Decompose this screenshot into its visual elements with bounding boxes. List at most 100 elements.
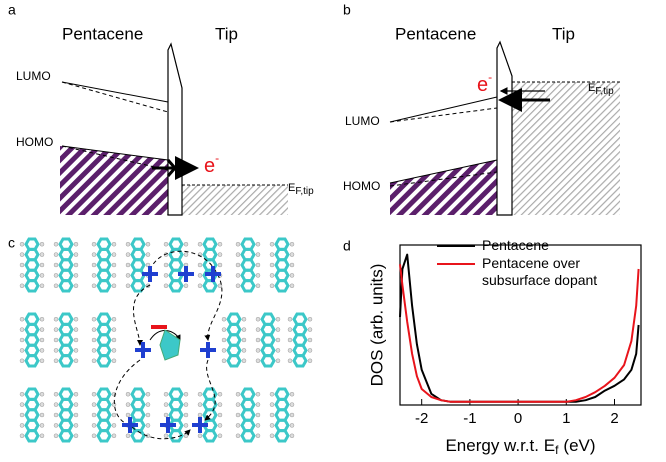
h-atom — [126, 392, 130, 396]
ring — [242, 420, 254, 430]
ring — [98, 335, 110, 345]
h-atom — [270, 263, 274, 267]
h-atom — [74, 273, 78, 277]
ring — [60, 260, 72, 270]
h-atom — [74, 413, 78, 417]
ring — [170, 260, 182, 270]
molecule — [126, 239, 150, 291]
h-atom — [198, 403, 202, 407]
level-label: HOMO — [343, 179, 380, 193]
h-atom — [112, 284, 116, 288]
h-atom — [308, 328, 312, 332]
h-atom — [40, 423, 44, 427]
tip-band — [512, 82, 620, 215]
h-atom — [308, 338, 312, 342]
h-atom — [290, 403, 294, 407]
lumo-line — [390, 97, 497, 122]
h-atom — [164, 242, 168, 246]
h-atom — [242, 359, 246, 363]
h-atom — [74, 359, 78, 363]
h-atom — [40, 413, 44, 417]
ring — [170, 389, 182, 399]
panel-b: b Pentacene Tip LUMO HOMO e- EF,tip — [343, 2, 620, 215]
h-atom — [112, 253, 116, 257]
plus-charge — [200, 342, 216, 358]
h-atom — [112, 338, 116, 342]
ring — [60, 281, 72, 291]
h-atom — [184, 434, 188, 438]
ring — [26, 335, 38, 345]
ring — [98, 399, 110, 409]
ring — [98, 239, 110, 249]
h-atom — [92, 328, 96, 332]
h-atom — [20, 328, 24, 332]
region-label: Tip — [552, 24, 575, 43]
ring — [98, 420, 110, 430]
ring — [60, 239, 72, 249]
ring — [26, 260, 38, 270]
level-label: LUMO — [345, 114, 380, 128]
molecule — [20, 314, 44, 366]
h-atom — [20, 423, 24, 427]
x-axis-label: Energy w.r.t. Ef(eV) — [445, 436, 595, 457]
ring — [60, 345, 72, 355]
ring — [170, 399, 182, 409]
molecule — [126, 389, 150, 441]
h-atom — [164, 392, 168, 396]
homo-band — [390, 160, 497, 215]
h-atom — [126, 263, 130, 267]
ring — [276, 239, 288, 249]
h-atom — [92, 317, 96, 321]
h-atom — [270, 434, 274, 438]
h-atom — [126, 242, 130, 246]
h-atom — [112, 423, 116, 427]
h-atom — [112, 434, 116, 438]
h-atom — [256, 317, 260, 321]
ring — [60, 270, 72, 280]
h-atom — [308, 317, 312, 321]
h-atom — [270, 403, 274, 407]
molecule — [54, 389, 78, 441]
ring — [26, 389, 38, 399]
h-atom — [20, 242, 24, 246]
electron: e- — [204, 151, 219, 177]
h-atom — [20, 392, 24, 396]
h-atom — [308, 359, 312, 363]
molecule — [92, 314, 116, 366]
h-atom — [198, 242, 202, 246]
h-atom — [256, 434, 260, 438]
h-atom — [236, 284, 240, 288]
h-atom — [92, 253, 96, 257]
ring — [242, 410, 254, 420]
ring — [228, 356, 240, 366]
ring — [276, 270, 288, 280]
panel-label: a — [8, 2, 16, 18]
h-atom — [256, 242, 260, 246]
h-atom — [242, 328, 246, 332]
h-atom — [218, 413, 222, 417]
h-atom — [92, 273, 96, 277]
h-atom — [40, 348, 44, 352]
h-atom — [92, 242, 96, 246]
ring — [276, 249, 288, 259]
h-atom — [112, 348, 116, 352]
h-atom — [92, 359, 96, 363]
ring — [276, 399, 288, 409]
h-atom — [74, 253, 78, 257]
ring — [60, 356, 72, 366]
ring — [98, 249, 110, 259]
ring — [60, 389, 72, 399]
h-atom — [40, 434, 44, 438]
h-atom — [236, 423, 240, 427]
h-atom — [74, 317, 78, 321]
region-label: Pentacene — [62, 24, 143, 43]
h-atom — [290, 263, 294, 267]
h-atom — [54, 317, 58, 321]
h-atom — [256, 392, 260, 396]
ring — [98, 281, 110, 291]
h-atom — [20, 348, 24, 352]
h-atom — [184, 284, 188, 288]
h-atom — [126, 273, 130, 277]
h-atom — [218, 263, 222, 267]
h-atom — [256, 423, 260, 427]
